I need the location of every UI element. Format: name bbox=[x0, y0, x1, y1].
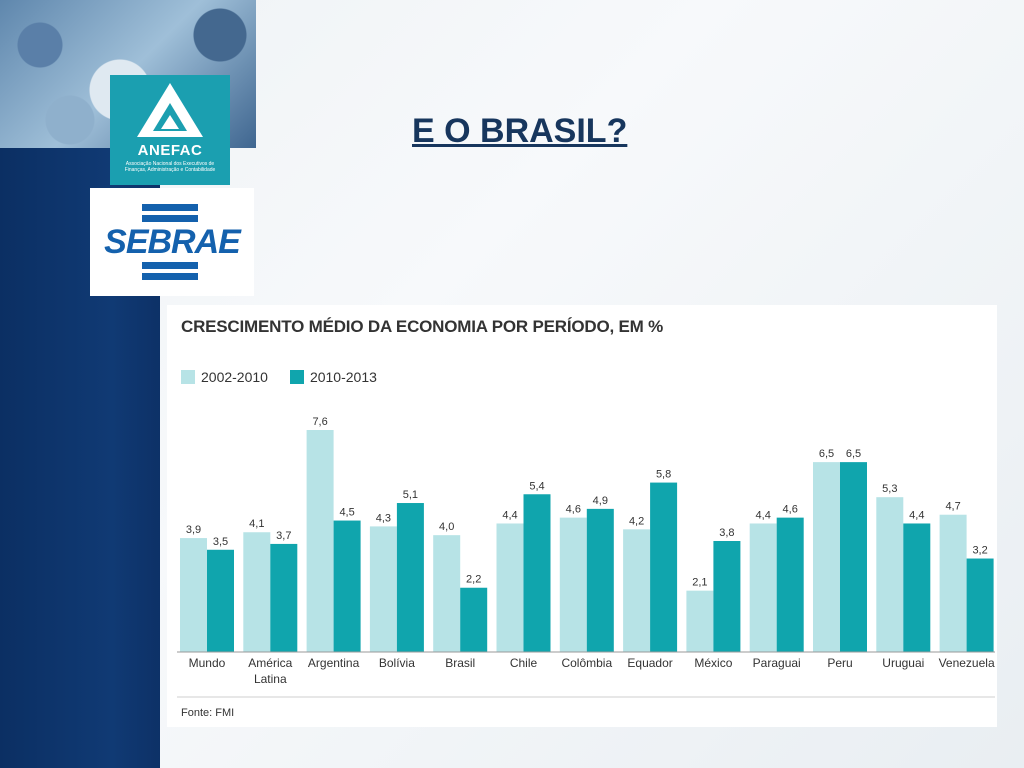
sebrae-stripe bbox=[142, 262, 198, 269]
bar-2002-2010-Mundo bbox=[180, 538, 207, 652]
bar-2002-2010-México bbox=[686, 590, 714, 652]
bar-2002-2010-Bolívia bbox=[369, 526, 397, 652]
chart-source: Fonte: FMI bbox=[181, 707, 235, 719]
x-tick-label: Bolívia bbox=[379, 656, 415, 670]
sebrae-stripe bbox=[142, 215, 198, 222]
x-tick-label: Paraguai bbox=[753, 656, 801, 670]
data-label: 5,4 bbox=[529, 480, 544, 492]
data-label: 7,6 bbox=[312, 416, 327, 428]
data-label: 6,5 bbox=[846, 448, 861, 460]
bar-2002-2010-Uruguai bbox=[876, 497, 904, 652]
chart-title: CRESCIMENTO MÉDIO DA ECONOMIA POR PERÍOD… bbox=[181, 317, 664, 336]
data-label: 3,8 bbox=[719, 527, 734, 539]
x-tick-label: Uruguai bbox=[882, 656, 924, 670]
data-label: 4,6 bbox=[783, 504, 798, 516]
x-tick-label: Venezuela bbox=[939, 656, 995, 670]
bar-2010-2013-Argentina bbox=[333, 520, 361, 652]
x-tick-label: Peru bbox=[827, 656, 852, 670]
x-tick-label: Brasil bbox=[445, 656, 475, 670]
anefac-triangle-icon bbox=[137, 83, 203, 137]
bar-2002-2010-Equador bbox=[623, 529, 651, 652]
bar-2010-2013-Mundo bbox=[207, 549, 234, 652]
sebrae-logo: SEBRAE bbox=[90, 188, 254, 296]
data-label: 3,9 bbox=[186, 524, 201, 536]
x-tick-label: Chile bbox=[510, 656, 538, 670]
bar-2010-2013-México bbox=[713, 541, 741, 652]
bar-2010-2013-Venezuela bbox=[966, 558, 994, 652]
data-label: 4,6 bbox=[566, 504, 581, 516]
bar-2010-2013-Paraguai bbox=[776, 517, 804, 652]
bar-2002-2010-Paraguai bbox=[749, 523, 777, 652]
legend-item-2002-2010: 2002-2010 bbox=[181, 369, 268, 385]
bar-2010-2013-Brasil bbox=[460, 587, 488, 652]
bar-2010-2013-Uruguai bbox=[903, 523, 931, 652]
data-label: 3,7 bbox=[276, 530, 291, 542]
data-label: 3,5 bbox=[213, 536, 228, 548]
bar-2010-2013-América Latina bbox=[270, 543, 298, 652]
anefac-name: ANEFAC bbox=[137, 142, 203, 159]
bar-2010-2013-Peru bbox=[840, 462, 867, 652]
bar-2002-2010-América Latina bbox=[243, 532, 271, 652]
sebrae-stripe bbox=[142, 204, 198, 211]
x-tick-label: Latina bbox=[254, 672, 287, 686]
legend-item-2010-2013: 2010-2013 bbox=[289, 369, 377, 385]
legend-label: 2002-2010 bbox=[201, 369, 268, 385]
bar-2002-2010-Argentina bbox=[306, 430, 334, 652]
data-label: 6,5 bbox=[819, 448, 834, 460]
bar-2010-2013-Chile bbox=[523, 494, 551, 652]
x-tick-label: Argentina bbox=[308, 656, 360, 670]
bar-2010-2013-Colômbia bbox=[586, 508, 614, 652]
sebrae-stripe bbox=[142, 273, 198, 280]
sebrae-name: SEBRAE bbox=[102, 225, 242, 259]
data-label: 4,1 bbox=[249, 518, 264, 530]
chart-panel: 3,9 3,5 Mundo 4,1 3,7 América Latina 7,6 4,5 Arge… bbox=[167, 305, 997, 727]
bar-2002-2010-Chile bbox=[496, 523, 524, 652]
data-label: 4,4 bbox=[502, 509, 517, 521]
slide-title: E O BRASIL? bbox=[412, 112, 628, 150]
data-label: 5,8 bbox=[656, 469, 671, 481]
data-label: 4,9 bbox=[593, 495, 608, 507]
chart-legend: 2002-2010 2010-2013 bbox=[181, 369, 377, 385]
x-tick-label: Equador bbox=[627, 656, 672, 670]
bar-chart: 3,9 3,5 Mundo 4,1 3,7 América Latina 7,6 4,5 Arge… bbox=[177, 416, 995, 698]
data-label: 4,2 bbox=[629, 515, 644, 527]
legend-swatch bbox=[289, 370, 304, 384]
x-tick-label: Colômbia bbox=[561, 656, 612, 670]
data-label: 4,5 bbox=[339, 507, 354, 519]
legend-label: 2010-2013 bbox=[309, 369, 377, 385]
data-label: 4,4 bbox=[756, 509, 771, 521]
data-label: 5,3 bbox=[882, 483, 897, 495]
bar-2002-2010-Brasil bbox=[433, 535, 461, 652]
data-label: 4,7 bbox=[945, 501, 960, 513]
x-tick-label: Mundo bbox=[189, 656, 226, 670]
bar-2010-2013-Bolívia bbox=[396, 503, 424, 652]
x-tick-label: México bbox=[694, 656, 732, 670]
bar-2002-2010-Peru bbox=[813, 462, 840, 652]
data-label: 2,2 bbox=[466, 574, 481, 586]
bar-2002-2010-Colômbia bbox=[559, 517, 587, 652]
data-label: 4,4 bbox=[909, 509, 924, 521]
data-label: 3,2 bbox=[972, 545, 987, 557]
data-label: 4,0 bbox=[439, 521, 454, 533]
x-tick-label: América bbox=[248, 656, 292, 670]
legend-swatch bbox=[181, 370, 195, 384]
anefac-logo: ANEFAC Associação Nacional dos Executivo… bbox=[110, 75, 230, 185]
anefac-subtitle: Associação Nacional dos Executivos de Fi… bbox=[124, 161, 216, 173]
data-label: 2,1 bbox=[692, 577, 707, 589]
bar-2010-2013-Equador bbox=[650, 482, 678, 652]
data-label: 4,3 bbox=[376, 512, 391, 524]
bar-2002-2010-Venezuela bbox=[939, 514, 967, 652]
data-label: 5,1 bbox=[403, 489, 418, 501]
